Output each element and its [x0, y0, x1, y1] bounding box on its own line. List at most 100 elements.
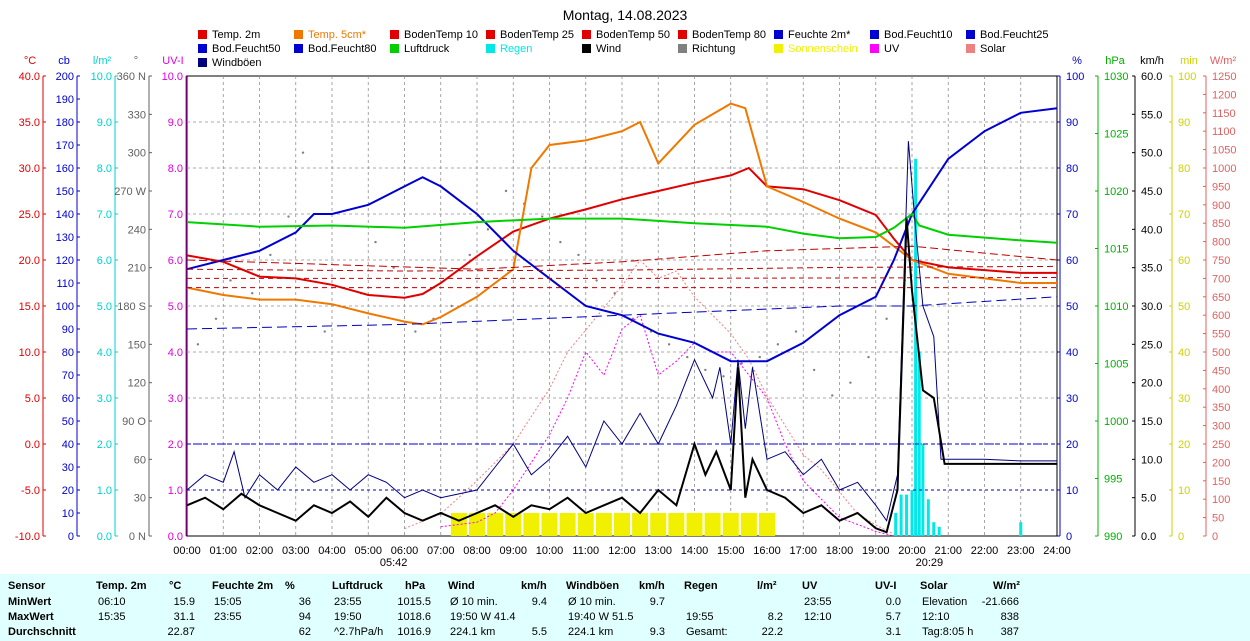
axis-tick-label-rain: 1.0	[97, 485, 112, 497]
axis-tick-label-solar: 1000	[1212, 163, 1236, 175]
axis-tick-label-solar: 800	[1212, 237, 1230, 249]
direction-point	[323, 330, 326, 333]
direction-point	[595, 279, 598, 282]
axis-tick-label-cb: 90	[62, 324, 74, 336]
weather-chart: Montag, 14.08.2023 Temp. 2m Temp. 5cm* Bod…	[15, 7, 1237, 569]
axis-tick-label-cb: 10	[62, 508, 74, 520]
axis-tick-label-cb: 70	[62, 370, 74, 382]
legend-swatch	[678, 44, 687, 53]
stats-cell-value: 31.1	[173, 611, 195, 623]
x-tick-label: 06:00	[391, 545, 419, 557]
legend-label: Bod.Feucht25	[980, 29, 1049, 41]
axis-unit-dir: °	[134, 55, 138, 67]
legend-label: Regen	[500, 43, 532, 55]
axis-tick-label-wind: 40.0	[1141, 224, 1162, 236]
axis-tick-label-hum: 40	[1066, 347, 1078, 359]
stats-cell-value: 9.7	[649, 596, 665, 608]
legend-swatch	[198, 58, 207, 67]
stats-row-label: Durchschnitt	[8, 626, 76, 638]
stats-cell-time: 23:55	[334, 596, 362, 608]
stats-cell-value: 5.5	[531, 626, 547, 638]
stats-cell-value: 22.2	[761, 626, 783, 638]
legend-label: Bod.Feucht80	[308, 43, 377, 55]
sunshine-bar	[541, 513, 558, 536]
axis-tick-label-solar: 850	[1212, 218, 1230, 230]
axis-tick-label-cb: 50	[62, 416, 74, 428]
axis-tick-label-sun: 40	[1178, 347, 1190, 359]
direction-point	[577, 253, 580, 257]
axis-unit-hum: %	[1072, 55, 1082, 67]
rain-bar	[926, 499, 930, 536]
axis-tick-label-sun: 70	[1178, 209, 1190, 221]
stats-cell-value: 1015.5	[397, 596, 431, 608]
axis-tick-label-hum: 10	[1066, 485, 1078, 497]
axis-tick-label-dir: 360 N	[117, 71, 146, 83]
axis-tick-label-solar: 1200	[1212, 89, 1236, 101]
stats-cell-time: Ø 10 min.	[568, 596, 616, 608]
direction-point	[885, 317, 888, 320]
axis-tick-label-sun: 10	[1178, 485, 1190, 497]
legend-label: BodenTemp 50	[596, 29, 670, 41]
axis-tick-label-uv: 0.0	[168, 531, 183, 543]
x-tick-label: 09:00	[499, 545, 527, 557]
legend-label: BodenTemp 80	[692, 29, 766, 41]
series-wind	[186, 218, 1057, 534]
axis-tick-label-sun: 100	[1178, 71, 1196, 83]
axis-tick-label-hum: 70	[1066, 209, 1078, 221]
sunshine-bar	[559, 513, 576, 536]
x-tick-label: 16:00	[753, 545, 781, 557]
stats-row-label: MaxWert	[8, 611, 54, 623]
axis-tick-label-rain: 5.0	[97, 301, 112, 313]
legend-swatch	[774, 44, 783, 53]
stats-cell-time: 224.1 km	[568, 626, 614, 638]
axis-tick-label-cb: 30	[62, 462, 74, 474]
statistics-table: Sensor Temp. 2m °C Feuchte 2m% Luftdruck hPa W…	[0, 574, 1250, 641]
stats-header-unit: °C	[169, 580, 182, 592]
axis-tick-label-temp: 0.0	[25, 439, 40, 451]
legend-label: Richtung	[692, 43, 735, 55]
axis-tick-label-rain: 7.0	[97, 209, 112, 221]
axis-tick-label-uv: 9.0	[168, 117, 183, 129]
x-tick-label: 18:00	[826, 545, 854, 557]
x-tick-label: 14:00	[681, 545, 709, 557]
sunshine-bar	[523, 513, 540, 536]
direction-point	[269, 253, 272, 257]
axis-tick-label-temp: 35.0	[19, 117, 40, 129]
axis-tick-label-temp: 5.0	[25, 393, 40, 405]
axis-tick-label-cb: 60	[62, 393, 74, 405]
x-tick-label: 11:00	[572, 545, 599, 557]
x-tick-label: 07:00	[427, 545, 455, 557]
legend-label: Luftdruck	[404, 43, 450, 55]
axis-tick-label-solar: 750	[1212, 255, 1230, 267]
axis-unit-press: hPa	[1105, 55, 1125, 67]
x-tick-label: 05:00	[354, 545, 382, 557]
axis-tick-label-temp: 10.0	[19, 347, 40, 359]
sunshine-bar	[740, 513, 757, 536]
axis-tick-label-rain: 9.0	[97, 117, 112, 129]
direction-point	[486, 228, 490, 231]
rain-bar	[1019, 522, 1023, 536]
axis-tick-label-cb: 180	[56, 117, 74, 129]
axis-tick-label-sun: 0	[1178, 531, 1184, 543]
rain-bar	[914, 158, 918, 537]
stats-row-label: MinWert	[8, 596, 52, 608]
axis-tick-label-solar: 150	[1212, 476, 1230, 488]
axis-tick-label-dir: 120	[128, 378, 146, 390]
stats-cell-time: 224.1 km	[450, 626, 496, 638]
axis-tick-label-hum: 50	[1066, 301, 1078, 313]
axis-tick-label-cb: 40	[62, 439, 74, 451]
legend-swatch	[870, 30, 879, 39]
axis-tick-label-sun: 90	[1178, 117, 1190, 129]
series-bodentemp-50	[187, 277, 1058, 279]
legend-swatch	[486, 30, 495, 39]
legend-swatch	[390, 44, 399, 53]
axis-tick-label-press: 1005	[1104, 359, 1128, 371]
stats-header: Sensor	[8, 580, 46, 592]
axis-tick-label-solar: 450	[1212, 365, 1230, 377]
stats-cell-value: 8.2	[767, 611, 783, 623]
rain-bar	[910, 490, 914, 536]
axis-tick-label-press: 995	[1104, 474, 1122, 486]
direction-point	[758, 355, 761, 359]
x-tick-label: 19:00	[862, 545, 890, 557]
axis-tick-label-rain: 10.0	[91, 71, 112, 83]
